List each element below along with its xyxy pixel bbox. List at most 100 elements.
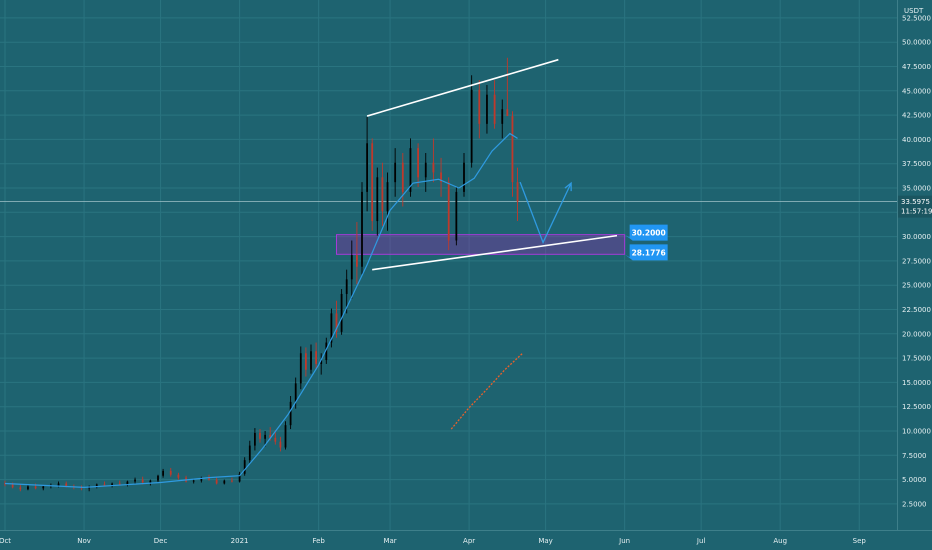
candle-body[interactable] bbox=[134, 479, 136, 482]
candle-body[interactable] bbox=[417, 148, 419, 178]
candle-body[interactable] bbox=[200, 477, 203, 481]
candlestick-series[interactable] bbox=[4, 57, 519, 492]
candle-body[interactable] bbox=[243, 460, 246, 474]
price-tick-label: 10.0000 bbox=[902, 428, 931, 436]
price-tick-label: 47.5000 bbox=[902, 63, 931, 71]
candle-body[interactable] bbox=[325, 342, 328, 361]
candle-body[interactable] bbox=[335, 313, 338, 332]
candle-body[interactable] bbox=[424, 162, 427, 178]
candle-body[interactable] bbox=[361, 191, 363, 267]
candle-body[interactable] bbox=[34, 486, 37, 489]
candle-body[interactable] bbox=[493, 94, 496, 124]
candle-body[interactable] bbox=[111, 483, 113, 486]
zone-lower-label: 28.1776 bbox=[624, 244, 668, 261]
candle-body[interactable] bbox=[299, 353, 302, 384]
candle-body[interactable] bbox=[80, 487, 83, 489]
candle-body[interactable] bbox=[141, 479, 144, 483]
countdown-timer: 11:57:19 bbox=[901, 208, 932, 216]
time-axis[interactable]: Oct Nov Dec 2021 Feb Mar Apr May Jun Jul Aug Sep bbox=[0, 537, 866, 545]
candle-body[interactable] bbox=[381, 177, 384, 212]
candle-body[interactable] bbox=[386, 182, 389, 212]
candle-body[interactable] bbox=[274, 437, 277, 442]
candle-body[interactable] bbox=[340, 293, 343, 332]
candle-body[interactable] bbox=[463, 162, 465, 192]
candle-body[interactable] bbox=[511, 116, 514, 183]
candle-body[interactable] bbox=[259, 432, 261, 439]
candle-body[interactable] bbox=[192, 480, 195, 482]
candle-body[interactable] bbox=[501, 109, 504, 124]
fast-moving-average-line bbox=[4, 132, 518, 488]
candle-body[interactable] bbox=[157, 475, 159, 481]
candle-body[interactable] bbox=[279, 441, 282, 448]
projection-path[interactable] bbox=[519, 181, 572, 245]
candle-body[interactable] bbox=[350, 255, 353, 280]
candle-body[interactable] bbox=[440, 172, 442, 183]
candle-body[interactable] bbox=[177, 474, 180, 478]
candle-body[interactable] bbox=[65, 483, 68, 487]
upper-trendline[interactable] bbox=[366, 58, 559, 117]
candle-body[interactable] bbox=[394, 162, 397, 183]
candle-body[interactable] bbox=[366, 143, 368, 192]
price-axis[interactable]: USDT 2.5000 5.0000 7.5000 10.0000 12.5000 15.… bbox=[902, 7, 931, 508]
price-tick-label: 22.5000 bbox=[902, 306, 931, 314]
time-tick-label: Aug bbox=[773, 537, 787, 545]
price-tick-label: 7.5000 bbox=[902, 452, 927, 460]
candle-body[interactable] bbox=[356, 255, 358, 267]
candle-body[interactable] bbox=[409, 148, 412, 192]
candle-body[interactable] bbox=[57, 483, 60, 486]
candle-body[interactable] bbox=[231, 480, 233, 482]
candle-body[interactable] bbox=[315, 351, 317, 364]
price-tick-label: 27.5000 bbox=[902, 257, 931, 265]
candle-body[interactable] bbox=[215, 479, 218, 484]
candle-body[interactable] bbox=[345, 279, 348, 294]
zone-upper-label-text: 30.2000 bbox=[632, 229, 666, 238]
support-zone-rect[interactable] bbox=[336, 234, 626, 255]
candle-body[interactable] bbox=[470, 89, 473, 163]
lower-trendline[interactable] bbox=[372, 234, 618, 271]
time-tick-label: Mar bbox=[383, 537, 396, 545]
time-tick-label: Jun bbox=[618, 537, 630, 545]
candle-body[interactable] bbox=[506, 109, 509, 117]
candle-body[interactable] bbox=[269, 434, 272, 438]
candle-body[interactable] bbox=[294, 383, 297, 402]
candle-body[interactable] bbox=[42, 486, 45, 489]
candle-body[interactable] bbox=[126, 481, 129, 485]
candle-body[interactable] bbox=[486, 94, 488, 124]
price-tick-label: 20.0000 bbox=[902, 330, 931, 338]
candle-body[interactable] bbox=[238, 473, 241, 482]
candle-body[interactable] bbox=[330, 313, 333, 343]
candle-body[interactable] bbox=[284, 425, 287, 448]
candle-body[interactable] bbox=[27, 486, 29, 490]
candle-body[interactable] bbox=[264, 434, 266, 439]
candle-body[interactable] bbox=[248, 445, 251, 461]
time-tick-label: May bbox=[538, 537, 552, 545]
candle-body[interactable] bbox=[516, 182, 519, 202]
candle-body[interactable] bbox=[254, 432, 256, 446]
candle-body[interactable] bbox=[455, 191, 458, 241]
candle-body[interactable] bbox=[11, 484, 14, 488]
candle-body[interactable] bbox=[320, 360, 323, 364]
candle-body[interactable] bbox=[289, 401, 292, 426]
candle-body[interactable] bbox=[118, 483, 121, 485]
candle-body[interactable] bbox=[149, 480, 152, 483]
trendline-drawings[interactable] bbox=[366, 58, 618, 271]
candle-body[interactable] bbox=[95, 484, 98, 487]
candle-body[interactable] bbox=[310, 351, 312, 370]
candle-body[interactable] bbox=[432, 162, 435, 173]
candle-body[interactable] bbox=[19, 487, 22, 490]
candle-body[interactable] bbox=[162, 470, 164, 476]
candle-body[interactable] bbox=[376, 177, 379, 222]
candle-body[interactable] bbox=[401, 162, 404, 192]
time-tick-label: Jul bbox=[696, 537, 706, 545]
candle-body[interactable] bbox=[208, 477, 210, 480]
candle-body[interactable] bbox=[478, 89, 481, 124]
price-tick-label: 42.5000 bbox=[902, 112, 931, 120]
candle-body[interactable] bbox=[223, 480, 226, 484]
candle-body[interactable] bbox=[169, 470, 172, 475]
candle-body[interactable] bbox=[447, 182, 450, 241]
candle-body[interactable] bbox=[371, 143, 374, 222]
candle-body[interactable] bbox=[103, 484, 106, 486]
candle-body[interactable] bbox=[305, 353, 307, 370]
